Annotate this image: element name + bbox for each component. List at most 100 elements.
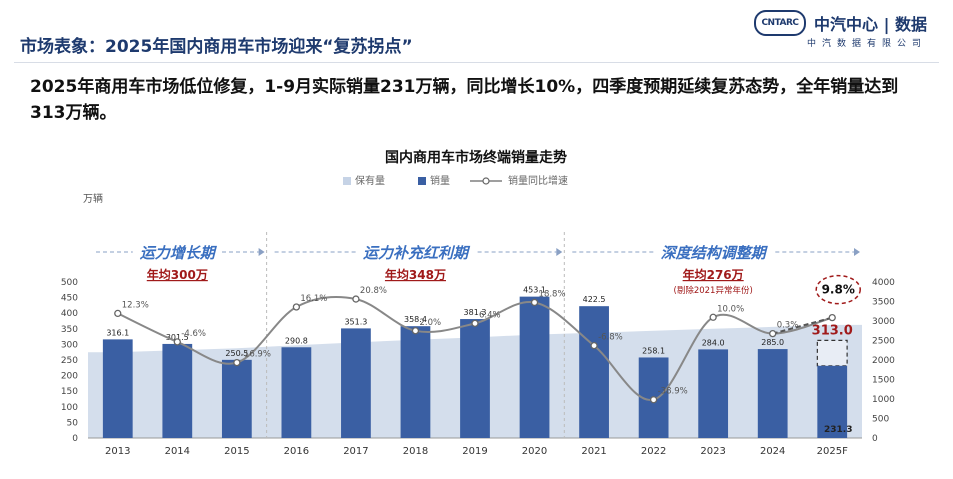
right-axis-tick: 0 bbox=[872, 434, 878, 444]
left-axis-tick: 50 bbox=[67, 418, 79, 428]
sales-bar-value: 351.3 bbox=[344, 317, 367, 326]
brand-logo: CNTARC 中汽中心 | 数据 bbox=[754, 10, 927, 36]
right-axis-tick: 2000 bbox=[872, 356, 895, 366]
growth-label: 6.4% bbox=[479, 310, 501, 320]
sales-bar bbox=[757, 349, 788, 438]
period-average: 年均348万 bbox=[385, 267, 446, 282]
growth-label: -16.9% bbox=[241, 350, 271, 360]
x-axis-tick: 2024 bbox=[760, 446, 785, 457]
legend-label-growth: 销量同比增速 bbox=[508, 174, 568, 187]
period-label-bg bbox=[355, 241, 475, 263]
growth-label: 18.8% bbox=[539, 289, 566, 299]
sales-bar bbox=[102, 339, 133, 438]
legend-swatch-stock bbox=[343, 177, 351, 185]
legend-label-stock: 保有量 bbox=[355, 174, 385, 187]
growth-point bbox=[769, 329, 777, 338]
left-axis-tick: 0 bbox=[72, 434, 78, 444]
legend-swatch-sales bbox=[418, 177, 426, 185]
left-axis-tick: 200 bbox=[61, 372, 78, 382]
forecast-growth-circle bbox=[815, 274, 861, 305]
legend-label-sales: 销量 bbox=[430, 174, 450, 187]
sales-bar bbox=[817, 365, 848, 438]
growth-point bbox=[114, 309, 122, 318]
growth-label: -38.9% bbox=[658, 387, 688, 397]
growth-point bbox=[292, 303, 301, 311]
sales-bar-value: 301.5 bbox=[166, 333, 189, 342]
growth-point bbox=[471, 319, 479, 328]
sales-bar-value: 290.8 bbox=[285, 336, 308, 345]
growth-point bbox=[649, 396, 658, 404]
left-axis-tick: 500 bbox=[61, 278, 78, 288]
x-axis-tick: 2019 bbox=[462, 446, 487, 457]
growth-label: 0.3% bbox=[777, 321, 799, 331]
right-axis-tick: 2500 bbox=[872, 337, 895, 347]
sales-bar-value: 422.5 bbox=[583, 295, 606, 304]
logo-subtitle: 中汽数据有限公司 bbox=[806, 39, 927, 49]
period-average: 年均276万 bbox=[683, 267, 744, 282]
x-axis-tick: 2020 bbox=[522, 446, 547, 457]
growth-label: -6.8% bbox=[598, 333, 623, 343]
right-axis-tick: 3000 bbox=[872, 317, 895, 327]
sales-bar-value: 284.0 bbox=[702, 338, 725, 347]
period-name: 运力增长期 bbox=[140, 244, 218, 262]
left-axis-tick: 350 bbox=[61, 325, 78, 335]
right-axis-tick: 4000 bbox=[872, 278, 895, 288]
sales-bar-value: 358.4 bbox=[404, 315, 427, 324]
legend-marker-growth bbox=[482, 177, 490, 185]
x-axis-tick: 2023 bbox=[700, 446, 725, 457]
left-axis-tick: 300 bbox=[61, 340, 78, 350]
left-axis-tick: 250 bbox=[61, 356, 78, 366]
period-name: 深度结构调整期 bbox=[661, 244, 769, 262]
x-axis-tick: 2017 bbox=[343, 446, 368, 457]
sales-bar bbox=[698, 349, 729, 438]
sales-bar bbox=[579, 306, 609, 438]
header-divider bbox=[14, 62, 939, 63]
sales-bar-value: 258.1 bbox=[642, 346, 665, 355]
growth-label: 10.0% bbox=[717, 304, 744, 314]
chart-title: 国内商用车市场终端销量走势 bbox=[385, 149, 567, 166]
growth-label: 12.3% bbox=[122, 300, 149, 310]
growth-label: 9.8% bbox=[822, 283, 855, 297]
x-axis-tick: 2013 bbox=[105, 446, 130, 457]
sales-bar bbox=[162, 343, 193, 438]
growth-label: 2.0% bbox=[419, 318, 441, 328]
period-label-bg bbox=[653, 241, 773, 263]
x-axis-tick: 2014 bbox=[165, 446, 190, 457]
growth-point bbox=[709, 313, 717, 321]
page-title: 市场表象：2025年国内商用车市场迎来“复苏拐点” bbox=[20, 37, 413, 57]
growth-label: -4.6% bbox=[181, 329, 206, 339]
left-axis-tick: 150 bbox=[61, 387, 78, 397]
right-axis-tick: 500 bbox=[872, 415, 889, 425]
sales-bar-value: 250.5 bbox=[225, 349, 248, 358]
y-axis-unit-label: 万辆 bbox=[83, 192, 103, 205]
logo-text: 中汽中心 | 数据 bbox=[814, 15, 927, 34]
sales-bar-value: 316.1 bbox=[106, 328, 129, 337]
growth-point bbox=[352, 295, 360, 303]
growth-point bbox=[233, 358, 241, 367]
growth-point bbox=[411, 327, 420, 335]
growth-label: 20.8% bbox=[360, 286, 387, 296]
growth-point bbox=[530, 298, 539, 307]
forecast-remainder-bar bbox=[816, 339, 848, 367]
right-axis-tick: 3500 bbox=[872, 298, 895, 308]
x-axis-tick: 2016 bbox=[284, 446, 309, 457]
sales-bar-value: 381.3 bbox=[464, 308, 487, 317]
growth-forecast-segment bbox=[772, 316, 833, 335]
sales-bar bbox=[221, 359, 252, 438]
x-axis-tick: 2021 bbox=[581, 446, 606, 457]
left-axis-tick: 100 bbox=[61, 403, 78, 413]
left-axis-tick: 450 bbox=[61, 294, 78, 304]
growth-point bbox=[828, 313, 836, 322]
period-arrow-head bbox=[556, 248, 563, 256]
sales-bar-value: 231.3 bbox=[824, 425, 852, 435]
right-axis-tick: 1500 bbox=[872, 376, 895, 386]
period-name: 运力补充红利期 bbox=[363, 244, 471, 262]
period-average: 年均300万 bbox=[147, 267, 208, 282]
sales-bar bbox=[519, 296, 550, 438]
sales-bar bbox=[400, 326, 431, 438]
sales-bar-value: 453.1 bbox=[523, 286, 546, 295]
growth-label: 16.1% bbox=[300, 294, 327, 304]
forecast-total-label: 313.0 bbox=[812, 323, 853, 338]
sales-bar bbox=[460, 319, 490, 438]
headline-text: 2025年商用车市场低位修复，1-9月实际销量231万辆，同比增长10%，四季度… bbox=[30, 77, 899, 123]
